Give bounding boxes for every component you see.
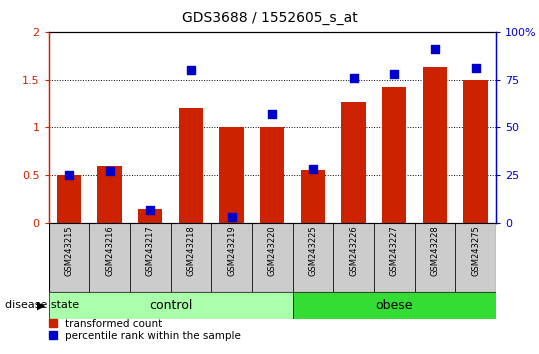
Bar	[170, 223, 211, 292]
Point	[471, 65, 480, 71]
Bar	[293, 292, 496, 319]
Bar	[49, 223, 89, 292]
Point	[65, 172, 73, 178]
Text: GSM243220: GSM243220	[268, 225, 277, 276]
Bar	[301, 171, 325, 223]
Point	[268, 111, 277, 117]
Text: GDS3688 / 1552605_s_at: GDS3688 / 1552605_s_at	[182, 11, 357, 25]
Bar	[293, 223, 333, 292]
Point	[146, 207, 155, 212]
Text: disease state: disease state	[5, 300, 80, 310]
Bar	[464, 80, 488, 223]
Bar	[130, 223, 170, 292]
Point	[227, 215, 236, 220]
Text: GSM243227: GSM243227	[390, 225, 399, 276]
Bar	[374, 223, 414, 292]
Point	[186, 67, 195, 73]
Point	[390, 71, 398, 77]
Text: GSM243225: GSM243225	[308, 225, 317, 276]
Text: GSM243218: GSM243218	[186, 225, 195, 276]
Text: GSM243226: GSM243226	[349, 225, 358, 276]
Bar	[252, 223, 293, 292]
Text: GSM243228: GSM243228	[430, 225, 439, 276]
Bar	[219, 127, 244, 223]
Bar	[98, 166, 122, 223]
Bar	[211, 223, 252, 292]
Bar	[341, 102, 366, 223]
Bar	[455, 223, 496, 292]
Bar	[382, 87, 406, 223]
Text: GSM243216: GSM243216	[105, 225, 114, 276]
Bar	[333, 223, 374, 292]
Point	[349, 75, 358, 81]
Point	[105, 169, 114, 174]
Bar	[414, 223, 455, 292]
Bar	[89, 223, 130, 292]
Bar	[138, 209, 162, 223]
Text: GSM243217: GSM243217	[146, 225, 155, 276]
Text: control: control	[149, 299, 192, 312]
Point	[431, 46, 439, 52]
Legend: transformed count, percentile rank within the sample: transformed count, percentile rank withi…	[49, 319, 241, 341]
Point	[308, 167, 317, 172]
Text: GSM243275: GSM243275	[471, 225, 480, 276]
Bar	[260, 127, 285, 223]
Text: obese: obese	[376, 299, 413, 312]
Text: GSM243215: GSM243215	[64, 225, 73, 276]
Bar	[57, 175, 81, 223]
Text: GSM243219: GSM243219	[227, 225, 236, 276]
Bar	[178, 108, 203, 223]
Text: ▶: ▶	[37, 300, 46, 310]
Bar	[49, 292, 293, 319]
Bar	[423, 67, 447, 223]
